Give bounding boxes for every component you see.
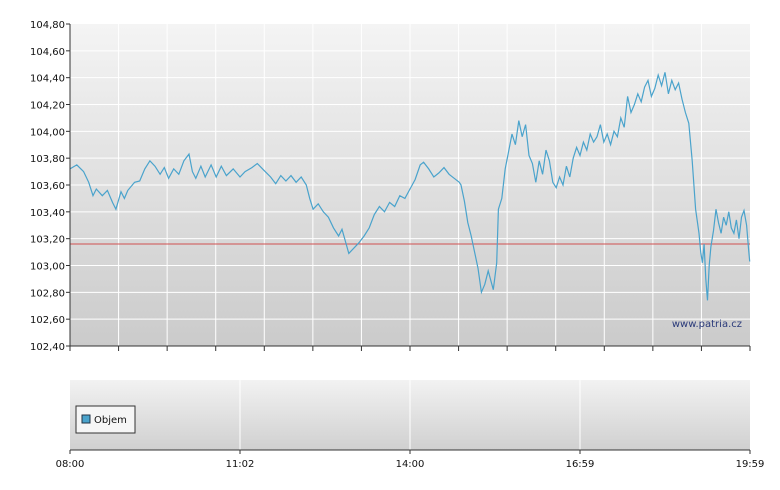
legend-label-objem: Objem <box>94 415 127 426</box>
y-tick-label: 104,20 <box>30 101 65 112</box>
y-tick-label: 102,60 <box>30 315 65 326</box>
y-tick-label: 104,80 <box>30 20 65 31</box>
y-tick-label: 102,80 <box>30 288 65 299</box>
price-gridlines <box>70 24 750 346</box>
volume-x-axis: 08:00 11:02 14:00 16:59 19:59 <box>56 450 765 470</box>
y-tick-label: 103,00 <box>30 262 65 273</box>
watermark: www.patria.cz <box>672 319 742 330</box>
y-tick-label: 103,60 <box>30 181 65 192</box>
y-tick-label: 102,40 <box>30 342 65 353</box>
volume-legend: Objem <box>75 405 136 434</box>
y-tick-label: 104,00 <box>30 127 65 138</box>
y-tick-label: 103,80 <box>30 154 65 165</box>
x-tick-label: 19:59 <box>736 459 765 470</box>
price-series-line <box>69 72 751 301</box>
volume-gridlines <box>239 380 581 450</box>
x-tick-label: 16:59 <box>566 459 595 470</box>
y-tick-label: 104,60 <box>30 47 65 58</box>
price-y-axis: 104,80 104,60 104,40 104,20 104,00 103,80 103,… <box>30 20 70 353</box>
x-tick-label: 11:02 <box>226 459 255 470</box>
legend-swatch-objem <box>81 414 91 424</box>
volume-chart: 08:00 11:02 14:00 16:59 19:59 Objem <box>56 380 765 470</box>
y-tick-label: 104,40 <box>30 74 65 85</box>
x-tick-label: 08:00 <box>56 459 85 470</box>
x-tick-label: 14:00 <box>396 459 425 470</box>
y-tick-label: 103,40 <box>30 208 65 219</box>
price-chart: 104,80 104,60 104,40 104,20 104,00 103,80 103,… <box>30 20 751 353</box>
price-x-tick-marks <box>69 346 751 351</box>
y-tick-label: 103,20 <box>30 235 65 246</box>
